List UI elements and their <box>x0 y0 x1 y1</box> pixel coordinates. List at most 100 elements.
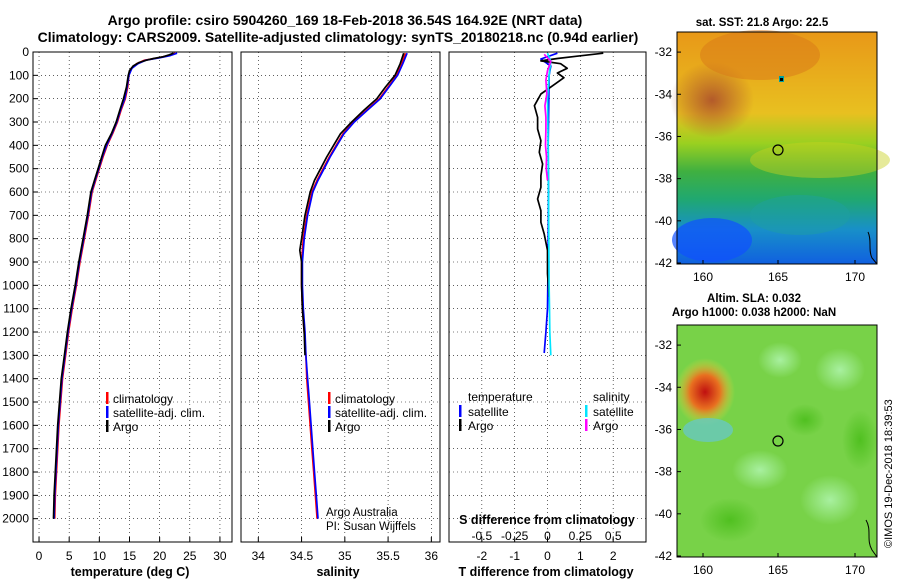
map-y-tick-label: -42 <box>655 549 673 563</box>
sst-teal-patch <box>750 195 850 235</box>
figure-title-line2: Climatology: CARS2009. Satellite-adjuste… <box>38 29 639 45</box>
salinity-panel-frame <box>240 51 441 543</box>
map-x-tick-label: 170 <box>845 270 865 284</box>
y-tick-label: 400 <box>9 138 29 152</box>
sla-light-patch <box>758 342 802 378</box>
y-tick-label: 1600 <box>2 418 29 432</box>
x-tick-label: 34.5 <box>290 549 314 563</box>
x-tick-label: 0 <box>36 549 43 563</box>
x-tick-label: 36 <box>425 549 439 563</box>
y-tick-label: 1200 <box>2 325 29 339</box>
legend-swatch-satellite <box>328 406 331 418</box>
difference-series <box>533 52 604 356</box>
legend-swatch-climatology <box>106 392 109 404</box>
y-tick-label: 300 <box>9 115 29 129</box>
x-tick-label: 5 <box>66 549 73 563</box>
s-difference-axis-ticks: -0.5 -0.25 0 0.25 0.5 <box>471 529 621 543</box>
sst-warm-patch <box>670 62 754 138</box>
temperature-axis-label: temperature (deg C) <box>71 565 190 579</box>
sla-map <box>675 324 878 558</box>
legend-swatch-climatology <box>328 392 331 404</box>
legend-heading-salinity: salinity <box>593 390 630 404</box>
map-x-tick-label: 165 <box>768 563 788 577</box>
legend-heading-temperature: temperature <box>468 390 533 404</box>
y-tick-label: 1800 <box>2 465 29 479</box>
y-tick-label: 500 <box>9 162 29 176</box>
sla-map-ticks: -32 -34 -36 -38 -40 -42 160 165 170 <box>655 338 866 577</box>
x-tick-label: -2 <box>476 549 487 563</box>
x-tick-label: 25 <box>183 549 197 563</box>
x-top-tick-label: 0 <box>544 529 551 543</box>
legend-label-t-argo: Argo <box>468 419 494 433</box>
x-tick-label: 35.5 <box>376 549 400 563</box>
series-line-argo <box>52 52 174 519</box>
sla-float-marker <box>772 435 784 447</box>
legend-label-s-argo: Argo <box>593 419 619 433</box>
map-y-tick-label: -34 <box>655 380 673 394</box>
map-y-tick-label: -34 <box>655 87 673 101</box>
legend-label-argo: Argo <box>335 420 361 434</box>
salinity-axis-label: salinity <box>316 565 359 579</box>
salinity-legend: climatology satellite-adj. clim. Argo <box>328 392 427 434</box>
sla-light-patch <box>800 475 860 525</box>
annotation-argo-australia: Argo Australia <box>326 507 398 519</box>
difference-legend: temperature satellite Argo salinity sate… <box>459 390 634 433</box>
legend-label-t-satellite: satellite <box>468 405 509 419</box>
y-tick-label: 1300 <box>2 348 29 362</box>
y-tick-label: 700 <box>9 208 29 222</box>
x-top-tick-label: 0.5 <box>605 529 622 543</box>
pressure-axis-ticks: 0 100 200 300 400 500 600 700 800 900 1000 1100 1200… <box>2 45 38 526</box>
legend-label-satellite: satellite-adj. clim. <box>113 406 205 420</box>
sst-coastline <box>867 231 878 265</box>
sst-map-ticks: -32 -34 -36 -38 -40 -42 160 165 170 <box>655 45 866 284</box>
sla-low-anomaly <box>683 418 733 442</box>
x-tick-label: 30 <box>213 549 227 563</box>
t-difference-axis-ticks: -2 -1 0 1 2 <box>476 537 617 563</box>
series-line-s-satellite <box>546 52 552 356</box>
legend-label-argo: Argo <box>113 420 139 434</box>
sla-light-patch <box>732 450 788 490</box>
x-tick-label: -1 <box>509 549 520 563</box>
map-y-tick-label: -40 <box>655 214 673 228</box>
map-y-tick-label: -32 <box>655 338 673 352</box>
x-tick-label: 10 <box>93 549 107 563</box>
x-tick-label: 34 <box>252 549 266 563</box>
y-tick-label: 0 <box>22 45 29 59</box>
salinity-axis-ticks: 34 34.5 35 35.5 36 <box>252 537 439 563</box>
y-tick-label: 1900 <box>2 488 29 502</box>
temperature-panel-frame <box>32 51 233 543</box>
series-line-s-argo <box>543 53 552 181</box>
map-y-tick-label: -32 <box>655 45 673 59</box>
x-top-tick-label: -0.25 <box>501 529 529 543</box>
s-difference-axis-label: S difference from climatology <box>459 513 635 527</box>
series-line-satellite-adj-clim- <box>301 52 408 519</box>
sst-map-title: sat. SST: 21.8 Argo: 22.5 <box>696 17 829 29</box>
sla-high-anomaly <box>675 358 735 426</box>
y-tick-label: 900 <box>9 255 29 269</box>
sla-coastline <box>865 519 878 558</box>
sst-map <box>670 30 890 265</box>
legend-swatch-t-argo <box>459 419 462 431</box>
x-tick-label: 35 <box>338 549 352 563</box>
legend-label-climatology: climatology <box>113 392 173 406</box>
temperature-series <box>52 52 178 519</box>
t-difference-axis-label: T difference from climatology <box>458 565 633 579</box>
sla-light-patch <box>815 348 865 392</box>
y-tick-label: 1000 <box>2 278 29 292</box>
temperature-legend: climatology satellite-adj. clim. Argo <box>106 392 205 434</box>
sst-float-marker <box>772 144 784 156</box>
series-line-argo <box>298 52 405 356</box>
map-y-tick-label: -38 <box>655 465 673 479</box>
map-y-tick-label: -36 <box>655 129 673 143</box>
annotation-pi: PI: Susan Wijffels <box>326 521 416 533</box>
legend-swatch-satellite <box>106 406 109 418</box>
map-y-tick-label: -36 <box>655 422 673 436</box>
legend-swatch-s-argo <box>585 419 588 431</box>
x-top-tick-label: 0.25 <box>569 529 593 543</box>
y-tick-label: 1400 <box>2 372 29 386</box>
sst-warm-band <box>700 30 820 80</box>
y-tick-label: 1100 <box>3 302 29 316</box>
sla-dark-patch <box>785 404 825 436</box>
x-top-tick-label: -0.5 <box>471 529 492 543</box>
